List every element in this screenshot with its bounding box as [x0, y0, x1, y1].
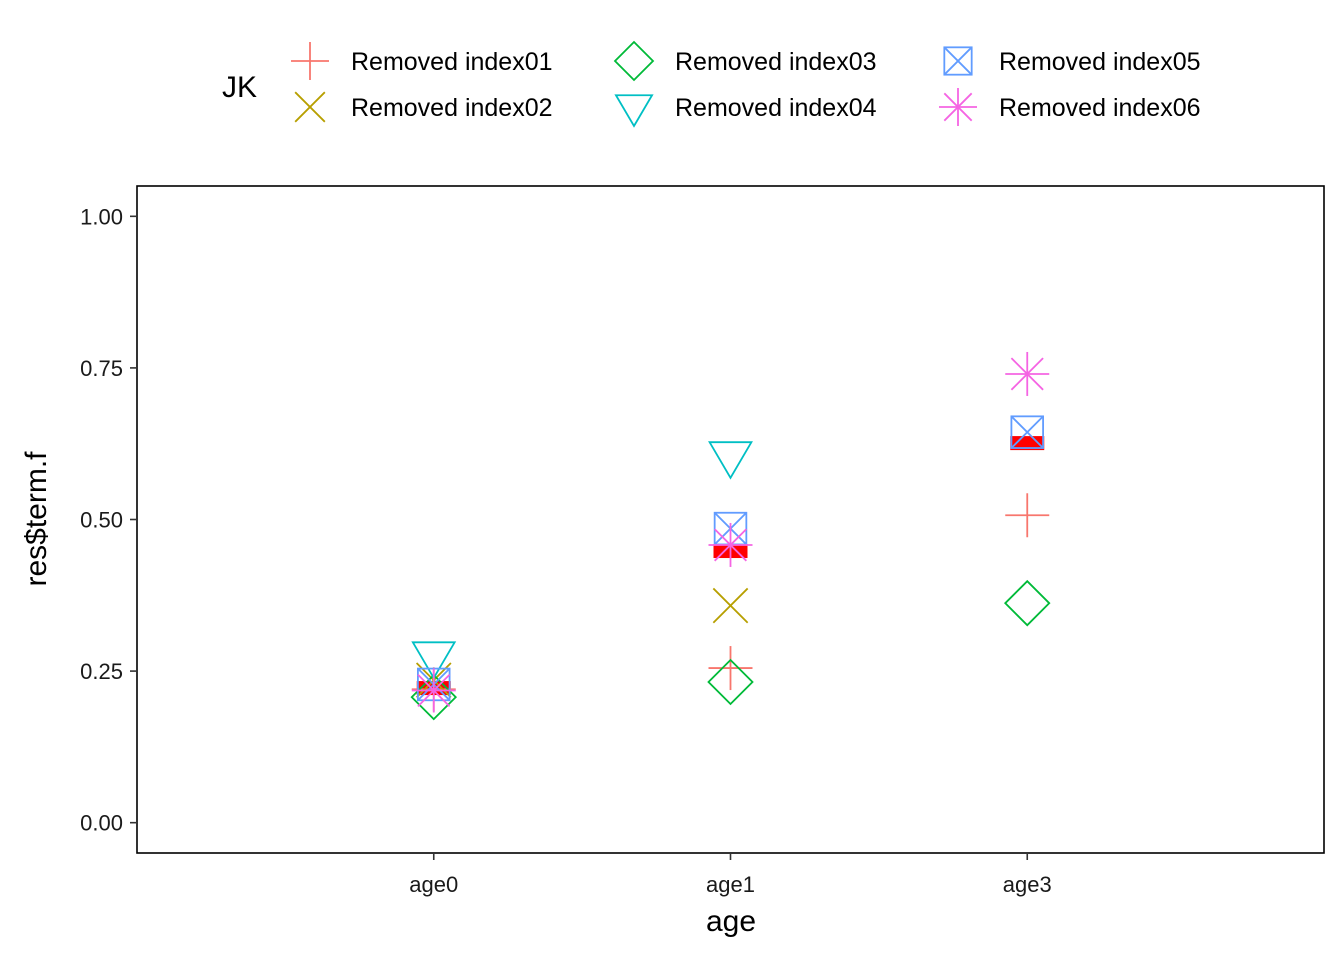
legend-items: Removed index01 Removed index02 Removed in… [291, 40, 1201, 128]
y-tick-label: 0.00 [80, 811, 123, 836]
y-tick-label: 0.50 [80, 508, 123, 533]
data-point-series4 [411, 641, 457, 680]
x-axis-title: age [706, 905, 756, 938]
data-point-series1 [708, 646, 753, 691]
legend-key-series3 [613, 40, 655, 82]
data-point-series1 [1005, 493, 1050, 538]
legend-title: JK [222, 71, 257, 104]
legend-label: Removed index01 [351, 48, 553, 76]
legend-key-series6 [939, 88, 977, 126]
x-axis: age0 age1 age3 [409, 853, 1052, 897]
y-axis-title: res$term.f [20, 451, 53, 587]
data-point-series4 [708, 441, 753, 480]
x-tick-label: age1 [706, 872, 755, 897]
legend-label: Removed index05 [999, 48, 1201, 76]
data-point-series6 [708, 522, 753, 567]
legend-label: Removed index04 [675, 94, 877, 122]
data-point-series6 [1005, 351, 1050, 396]
legend-key-series1 [291, 42, 329, 80]
data-point-series3 [707, 658, 754, 706]
x-tick-label: age3 [1003, 872, 1052, 897]
legend-key-series5 [943, 46, 973, 76]
legend-label: Removed index03 [675, 48, 877, 76]
y-axis: 0.00 0.25 0.50 0.75 1.00 [80, 204, 137, 836]
data-point-series6 [411, 668, 456, 713]
x-tick-label: age0 [409, 872, 458, 897]
legend-key-series4 [614, 94, 654, 128]
legend-key-series2 [294, 91, 326, 123]
legend-label: Removed index02 [351, 94, 553, 122]
data-point-series2 [712, 587, 749, 624]
y-tick-label: 1.00 [80, 204, 123, 229]
data-point-series3 [1003, 579, 1051, 627]
y-tick-label: 0.25 [80, 659, 123, 684]
legend-label: Removed index06 [999, 94, 1201, 122]
data-points [410, 351, 1051, 721]
y-tick-label: 0.75 [80, 356, 123, 381]
data-point-series5 [1010, 415, 1044, 449]
